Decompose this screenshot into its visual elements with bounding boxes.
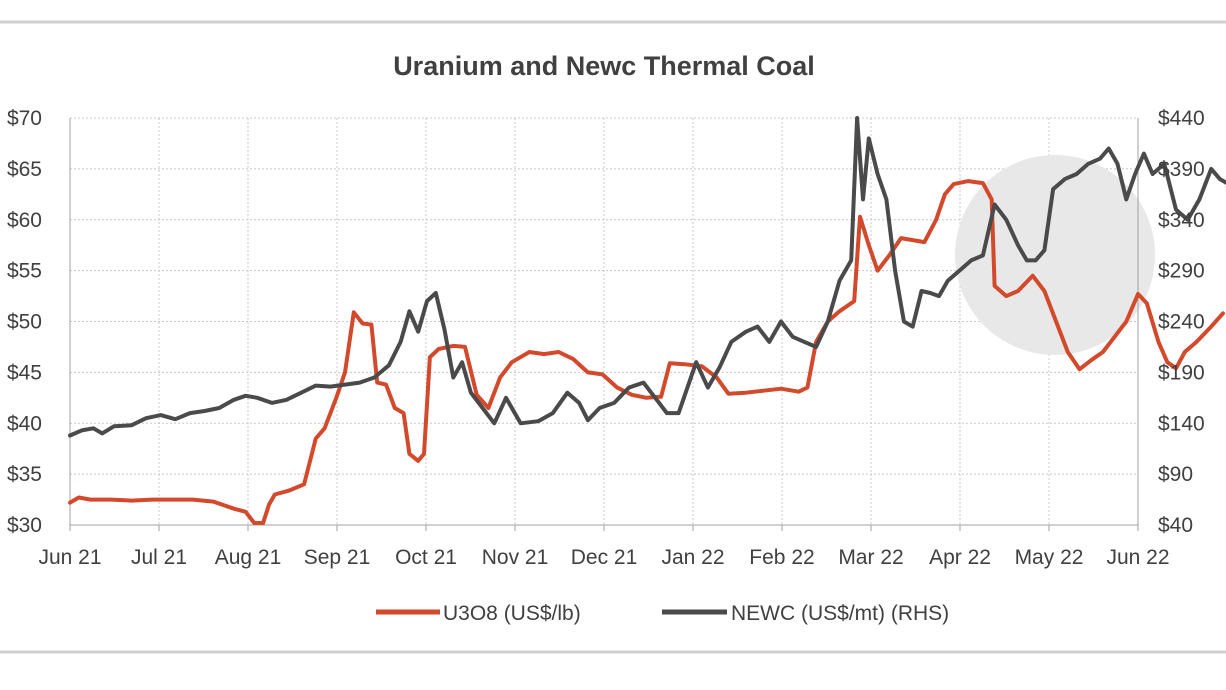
right-y-tick-label: $40 [1158,514,1193,537]
x-tick-label: Jul 21 [131,546,187,569]
right-y-tick-label: $340 [1158,209,1205,232]
x-tick-label: Nov 21 [482,546,549,569]
left-y-tick-label: $65 [7,158,42,181]
legend-label-newc: NEWC (US$/mt) (RHS) [731,602,949,625]
left-y-tick-label: $30 [7,514,42,537]
right-y-tick-label: $190 [1158,361,1205,384]
x-tick-label: Sep 21 [304,546,371,569]
highlight-circle [955,155,1155,355]
left-y-tick-label: $55 [7,260,42,283]
legend-label-u3o8: U3O8 (US$/lb) [443,602,581,625]
x-tick-label: Mar 22 [838,546,903,569]
x-tick-label: Aug 21 [215,546,282,569]
x-tick-label: Feb 22 [749,546,814,569]
right-y-tick-label: $290 [1158,260,1205,283]
left-y-tick-label: $50 [7,311,42,334]
right-y-tick-label: $240 [1158,311,1205,334]
chart-title: Uranium and Newc Thermal Coal [393,51,815,81]
series-line-u3o8 [68,179,1225,525]
x-tick-label: Oct 21 [395,546,457,569]
right-y-tick-label: $440 [1158,107,1205,130]
x-tick-label: Jun 22 [1106,546,1169,569]
gridlines [70,117,1138,525]
series-line-newc [68,116,1226,438]
left-y-tick-label: $40 [7,412,42,435]
series-lines [68,116,1226,525]
x-tick-label: Jun 21 [38,546,101,569]
left-y-tick-label: $70 [7,107,42,130]
left-y-tick-label: $60 [7,209,42,232]
x-tick-label: Jan 22 [661,546,724,569]
right-y-tick-label: $390 [1158,158,1205,181]
x-tick-label: May 22 [1015,546,1084,569]
right-y-tick-label: $140 [1158,412,1205,435]
axes [69,118,1139,531]
tick-labels: $30 $35 $40 $45 $50 $55 $60 $65 $70 $40 $90 $140 $19… [7,107,1205,569]
left-y-tick-label: $45 [7,361,42,384]
left-y-tick-label: $35 [7,463,42,486]
legend: U3O8 (US$/lb) NEWC (US$/mt) (RHS) [376,602,949,625]
x-tick-label: Apr 22 [929,546,991,569]
x-tick-label: Dec 21 [571,546,638,569]
right-y-tick-label: $90 [1158,463,1193,486]
